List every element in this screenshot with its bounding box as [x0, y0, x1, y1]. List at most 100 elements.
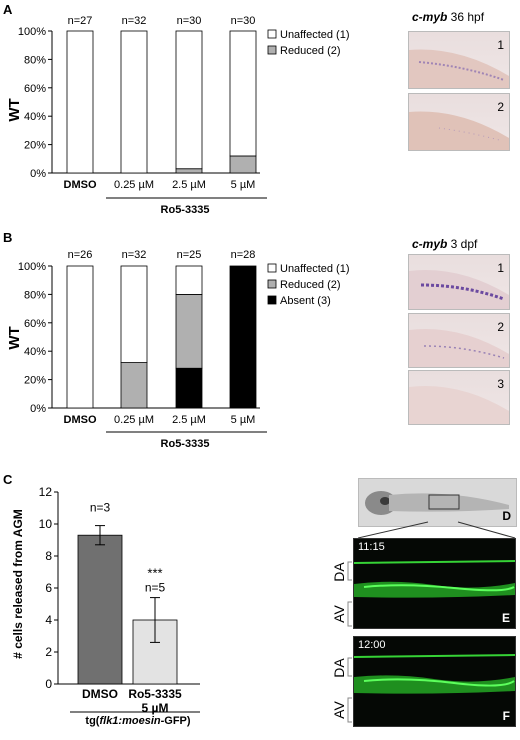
bar-segment [66, 30, 94, 174]
n-label: n=32 [122, 249, 147, 261]
y-axis-label-c: # cells released from AGM [11, 509, 25, 659]
y-tick-label: 4 [45, 613, 52, 627]
x-tick-label: 2.5 µM [172, 179, 206, 191]
legend-label: Absent (3) [280, 295, 331, 307]
y-tick-label: 80% [24, 54, 46, 66]
y-tick-label: 60% [24, 83, 46, 95]
timestamp-e: 11:15 [358, 541, 385, 553]
bar-segment [229, 265, 257, 409]
bar-segment [120, 30, 148, 174]
y-tick-label: 40% [24, 111, 46, 123]
embryo-image-a1: 1 [408, 31, 510, 89]
bar-segment [229, 30, 257, 157]
bar-segment [175, 293, 203, 369]
chart-b: 0% 20% 40% 60% 80% 100% n=26 DMSO n=32 0.25 µM n=2… [18, 249, 350, 433]
y-tick-label: 0% [30, 168, 46, 180]
y-tick-label: 80% [24, 289, 46, 301]
x-tick-sublabel: 5 µM [142, 701, 169, 715]
legend-swatch [267, 295, 277, 305]
group-label-c: tg(flk1:moesin-GFP) [85, 715, 190, 727]
x-tick-label: DMSO [64, 414, 97, 426]
bar-segment [229, 155, 257, 174]
embryo-image-b1: 1 [408, 254, 510, 310]
n-label: n=5 [145, 581, 166, 595]
bar-segment [120, 362, 148, 409]
n-label: n=3 [90, 501, 111, 515]
x-tick-label: 0.25 µM [114, 179, 154, 191]
bar-segment [175, 265, 203, 295]
y-tick-label: 2 [45, 645, 52, 659]
x-tick-label: 0.25 µM [114, 414, 154, 426]
significance-label: *** [147, 566, 162, 581]
y-tick-label: 20% [24, 140, 46, 152]
x-tick-label: Ro5-3335 [128, 687, 182, 701]
legend-label: Reduced (2) [280, 45, 341, 57]
zoom-lines [358, 521, 516, 539]
y-tick-label: 10 [39, 517, 53, 531]
n-label: n=27 [68, 15, 93, 27]
group-label-b: Ro5-3335 [161, 438, 210, 450]
n-label: n=25 [177, 249, 202, 261]
n-label: n=32 [122, 15, 147, 27]
embryo-number: 3 [497, 377, 504, 391]
legend-swatch [267, 279, 277, 289]
bar-segment [175, 168, 203, 174]
y-tick-label: 8 [45, 549, 52, 563]
y-tick-label: 40% [24, 346, 46, 358]
y-tick-label: 100% [18, 26, 46, 38]
chart-a: 0% 20% 40% 60% 80% 100% n=27 DMSO n=32 0.25 µM n=3… [18, 15, 350, 199]
av-label-f: AV [331, 701, 347, 719]
y-axis-label-a: WT [6, 98, 23, 121]
legend-swatch [267, 29, 277, 39]
bar-segment [175, 367, 203, 409]
fluorescence-image-f: 12:00 F [353, 636, 516, 727]
embryo-image-b2: 2 [408, 313, 510, 368]
legend-label: Unaffected (1) [280, 263, 350, 275]
y-tick-label: 12 [39, 485, 53, 499]
vessel-labels: DA AV DA AV [331, 561, 352, 723]
panel-letter-a: A [3, 2, 13, 17]
x-tick-label: DMSO [64, 179, 97, 191]
panel-letter-f: F [502, 709, 510, 723]
panel-letter-d: D [502, 509, 511, 523]
x-tick-label: 2.5 µM [172, 414, 206, 426]
av-label-e: AV [331, 605, 347, 623]
n-label: n=28 [231, 249, 256, 261]
fluorescence-image-e: 11:15 E [353, 538, 516, 629]
y-tick-label: 20% [24, 375, 46, 387]
image-title-b: c-myb 3 dpf [412, 237, 478, 251]
da-label-e: DA [331, 562, 347, 582]
bar-segment [120, 265, 148, 363]
embryo-image-b3: 3 [408, 370, 510, 425]
embryo-image-d: D [358, 478, 517, 527]
embryo-number: 1 [497, 38, 504, 52]
x-tick-label: 5 µM [231, 179, 256, 191]
n-label: n=26 [68, 249, 93, 261]
legend-label: Reduced (2) [280, 279, 341, 291]
bar [77, 534, 123, 685]
panel-letter-b: B [3, 230, 12, 245]
y-axis-label-b: WT [6, 326, 23, 349]
legend-swatch [267, 263, 277, 273]
y-tick-label: 60% [24, 318, 46, 330]
y-tick-label: 0% [30, 403, 46, 415]
group-label-a: Ro5-3335 [161, 204, 210, 216]
bar-segment [175, 30, 203, 170]
x-tick-label: 5 µM [231, 414, 256, 426]
embryo-image-a2: 2 [408, 93, 510, 151]
timestamp-f: 12:00 [358, 639, 386, 651]
legend-swatch [267, 45, 277, 55]
embryo-number: 2 [497, 100, 504, 114]
da-label-f: DA [331, 658, 347, 678]
y-tick-label: 6 [45, 581, 52, 595]
n-label: n=30 [177, 15, 202, 27]
y-tick-label: 0 [45, 677, 52, 691]
panel-letter-c: C [3, 472, 13, 487]
bar-segment [66, 265, 94, 409]
legend-label: Unaffected (1) [280, 29, 350, 41]
embryo-number: 2 [497, 320, 504, 334]
n-label: n=30 [231, 15, 256, 27]
embryo-number: 1 [497, 261, 504, 275]
